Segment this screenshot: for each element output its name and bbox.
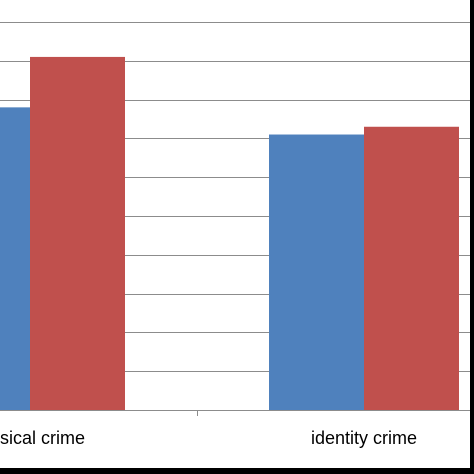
- category-label: sical crime: [0, 428, 85, 448]
- bar-blue-1: [269, 134, 364, 410]
- frame-bottom-edge: [0, 468, 474, 474]
- bars: [0, 56, 459, 411]
- bar-red-1: [364, 126, 459, 410]
- category-labels: sical crime identity crime: [0, 428, 417, 448]
- category-label: identity crime: [311, 428, 417, 448]
- x-axis: [0, 410, 470, 416]
- frame-right-edge: [470, 0, 474, 474]
- bar-blue-0: [0, 107, 30, 411]
- bar-red-0: [30, 56, 125, 411]
